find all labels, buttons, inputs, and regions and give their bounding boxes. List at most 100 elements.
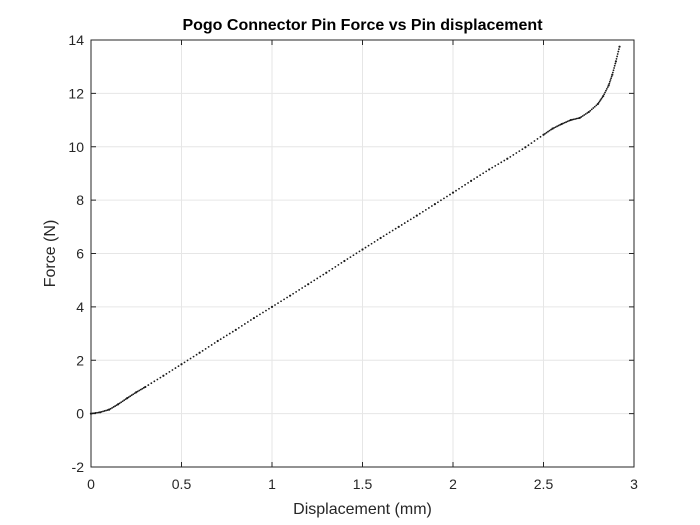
y-tick-label: 6	[76, 246, 84, 262]
x-tick-label: 1.5	[353, 476, 373, 492]
data-point	[500, 161, 503, 164]
data-point	[572, 118, 575, 121]
data-point	[240, 325, 243, 327]
data-point	[231, 330, 234, 333]
data-point	[518, 150, 521, 153]
data-point	[127, 396, 130, 399]
data-point	[130, 394, 133, 397]
data-point	[313, 279, 316, 282]
data-point	[581, 115, 584, 117]
data-point	[382, 235, 385, 238]
data-point	[108, 408, 111, 411]
data-point	[458, 187, 460, 190]
x-tick-label: 2.5	[534, 476, 554, 492]
data-point	[256, 315, 258, 318]
data-point	[488, 168, 491, 171]
data-point	[162, 374, 165, 377]
data-point	[120, 401, 123, 404]
data-point	[225, 334, 228, 337]
data-point	[440, 199, 442, 202]
x-tick-label: 0.5	[172, 476, 192, 492]
data-point	[602, 94, 605, 98]
grid-lines	[90, 39, 635, 468]
data-point	[545, 131, 548, 134]
data-point	[109, 407, 112, 410]
data-point	[388, 231, 391, 234]
data-point	[129, 395, 132, 398]
data-point	[280, 300, 282, 303]
data-point	[605, 89, 607, 92]
data-point	[562, 122, 565, 125]
data-point	[126, 397, 129, 400]
data-point	[123, 399, 126, 402]
data-point	[397, 225, 400, 228]
data-point	[286, 296, 288, 299]
data-point	[201, 349, 204, 352]
data-point	[102, 410, 104, 413]
data-point	[400, 224, 403, 226]
tick-marks	[90, 39, 635, 468]
data-point	[259, 313, 261, 316]
data-point	[613, 67, 615, 69]
data-point	[111, 406, 114, 409]
y-tick-label: 2	[76, 352, 84, 368]
data-point	[204, 347, 207, 350]
data-point	[506, 157, 509, 160]
data-point	[156, 378, 159, 381]
data-point	[433, 203, 436, 206]
data-point	[566, 120, 569, 123]
data-point	[358, 250, 361, 253]
data-point	[574, 118, 577, 120]
data-point	[607, 84, 610, 87]
data-point	[521, 148, 524, 151]
data-point	[141, 387, 144, 390]
data-point	[328, 269, 331, 272]
data-point	[219, 338, 222, 341]
data-point	[618, 48, 620, 51]
data-point	[473, 178, 476, 180]
data-point	[243, 323, 246, 325]
data-point	[536, 138, 539, 140]
data-point	[584, 113, 587, 115]
data-point	[168, 371, 171, 373]
data-point	[609, 79, 612, 81]
data-point	[132, 393, 135, 396]
data-point	[364, 246, 367, 249]
data-point	[557, 124, 560, 127]
data-point	[509, 155, 512, 158]
data-point	[524, 146, 527, 149]
data-point	[343, 259, 346, 263]
data-point	[610, 75, 613, 78]
data-point	[604, 91, 606, 94]
chart-title: Pogo Connector Pin Force vs Pin displace…	[182, 17, 543, 34]
data-point	[319, 275, 322, 278]
x-tick-label: 1	[268, 476, 276, 492]
data-point	[298, 289, 301, 291]
data-point	[283, 298, 285, 301]
data-point	[117, 403, 120, 406]
data-point	[139, 388, 142, 391]
data-point	[180, 363, 183, 366]
data-point	[539, 135, 542, 138]
y-tick-label: -2	[72, 459, 85, 475]
data-point	[598, 100, 601, 103]
data-point	[443, 197, 445, 200]
data-point	[614, 60, 618, 63]
data-point	[391, 229, 394, 232]
data-point	[340, 262, 343, 264]
data-point	[611, 73, 614, 76]
data-point	[563, 121, 566, 124]
data-point	[578, 116, 581, 120]
data-point	[503, 159, 506, 162]
data-point	[292, 292, 295, 295]
data-point	[547, 130, 549, 133]
data-point	[249, 319, 252, 321]
x-axis-label: Displacement (mm)	[293, 501, 432, 518]
data-point	[118, 402, 121, 405]
data-point	[424, 208, 427, 211]
y-tick-label: 8	[76, 192, 84, 208]
data-point	[346, 258, 349, 260]
data-point	[590, 108, 593, 111]
